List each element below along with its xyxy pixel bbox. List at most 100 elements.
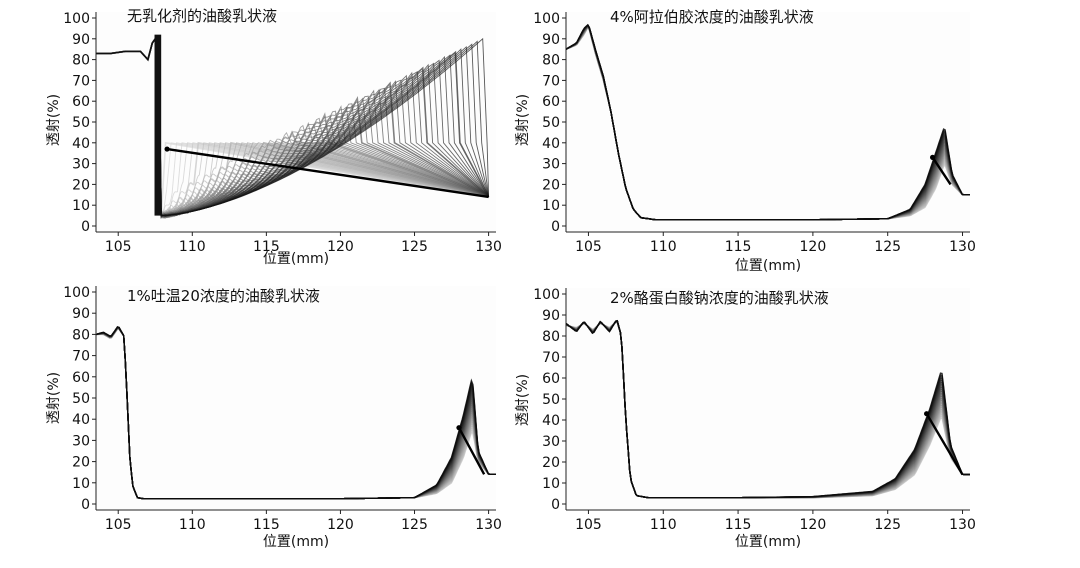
- y-tick-label: 10: [72, 476, 90, 492]
- y-axis-title: 透射(%): [515, 94, 531, 146]
- y-tick-label: 70: [72, 73, 90, 89]
- y-tick-label: 90: [542, 308, 560, 324]
- y-tick-label: 40: [72, 136, 90, 152]
- x-tick-label: 115: [725, 239, 752, 255]
- y-tick-label: 30: [542, 434, 560, 450]
- panel-sodium-caseinate: 0 10 20 30 40 50 60 70 80 90 100 105 110 115 120 125 130…: [515, 287, 976, 550]
- trend-arrow-start: [929, 154, 936, 160]
- trend-arrow-line: [166, 147, 489, 199]
- y-tick-label: 50: [72, 391, 90, 407]
- y-tick-label: 100: [63, 11, 90, 27]
- x-tick-label: 105: [575, 517, 602, 533]
- y-tick-label: 30: [542, 157, 560, 173]
- y-tick-label: 40: [542, 136, 560, 152]
- y-tick-label: 60: [72, 94, 90, 110]
- y-tick-label: 100: [63, 285, 90, 301]
- chart-marks: [95, 326, 496, 500]
- x-axis-title: 位置(mm): [735, 534, 801, 550]
- y-tick-label: 50: [72, 115, 90, 131]
- y-tick-label: 90: [542, 32, 560, 48]
- x-tick-label: 120: [800, 239, 827, 255]
- x-tick-label: 125: [874, 517, 901, 533]
- x-tick-label: 130: [949, 517, 976, 533]
- y-tick-label: 100: [533, 287, 560, 303]
- y-tick-label: 50: [542, 115, 560, 131]
- y-tick-label: 80: [542, 329, 560, 345]
- panel-no-emulsifier: 0 10 20 30 40 50 60 70 80 90 100 105 110 115 120 125 130…: [46, 7, 502, 267]
- y-tick-label: 0: [81, 497, 90, 513]
- axes: 0 10 20 30 40 50 60 70 80 90 100 105 110 115 120 125 130: [533, 11, 976, 255]
- scan-line: [95, 326, 496, 500]
- x-tick-label: 130: [949, 239, 976, 255]
- y-tick-label: 70: [542, 350, 560, 366]
- scan-line: [565, 23, 970, 221]
- y-tick-label: 70: [542, 73, 560, 89]
- x-tick-label: 115: [253, 517, 280, 533]
- x-tick-label: 115: [725, 517, 752, 533]
- y-tick-label: 20: [542, 455, 560, 471]
- y-tick-label: 10: [72, 198, 90, 214]
- sediment-edge: [154, 34, 162, 216]
- y-tick-label: 80: [72, 53, 90, 69]
- y-tick-label: 30: [72, 157, 90, 173]
- scan-line: [96, 37, 490, 217]
- x-tick-label: 115: [253, 239, 280, 255]
- y-tick-label: 10: [542, 198, 560, 214]
- y-tick-label: 70: [72, 349, 90, 365]
- y-tick-label: 20: [72, 177, 90, 193]
- x-axis-title: 位置(mm): [263, 251, 329, 267]
- panel-title: 1%吐温20浓度的油酸乳状液: [127, 287, 320, 305]
- chart-marks: [96, 34, 490, 220]
- panel-title: 无乳化剂的油酸乳状液: [127, 7, 277, 25]
- x-axis-title: 位置(mm): [735, 258, 801, 274]
- x-tick-label: 125: [401, 239, 428, 255]
- y-tick-label: 90: [72, 32, 90, 48]
- y-axis-title: 透射(%): [46, 372, 62, 424]
- plot-area: [96, 286, 496, 510]
- x-tick-label: 110: [650, 517, 677, 533]
- y-tick-label: 80: [542, 53, 560, 69]
- x-tick-label: 105: [105, 239, 132, 255]
- x-tick-label: 105: [105, 517, 132, 533]
- axes: 0 10 20 30 40 50 60 70 80 90 100 105 110 115 120 125 130: [63, 11, 502, 255]
- axes: 0 10 20 30 40 50 60 70 80 90 100 105 110 115 120 125 130: [533, 287, 976, 533]
- y-tick-label: 40: [542, 413, 560, 429]
- y-tick-label: 90: [72, 306, 90, 322]
- panel-tween20: 0 10 20 30 40 50 60 70 80 90 100 105 110 115 120 125 130…: [46, 285, 502, 550]
- y-tick-label: 20: [542, 177, 560, 193]
- scan-line: [96, 38, 489, 218]
- trend-arrow-line: [457, 427, 486, 475]
- x-tick-label: 125: [401, 517, 428, 533]
- trend-arrow-start: [164, 146, 170, 152]
- x-tick-label: 130: [475, 517, 502, 533]
- y-tick-label: 0: [81, 219, 90, 235]
- x-tick-label: 110: [179, 517, 206, 533]
- x-tick-label: 125: [874, 239, 901, 255]
- trend-arrow-start: [924, 411, 930, 417]
- scan-line: [565, 319, 970, 499]
- x-tick-label: 110: [179, 239, 206, 255]
- x-tick-label: 120: [327, 239, 354, 255]
- y-tick-label: 100: [533, 11, 560, 27]
- x-tick-label: 120: [327, 517, 354, 533]
- y-axis-title: 透射(%): [46, 94, 62, 146]
- x-tick-label: 130: [475, 239, 502, 255]
- y-tick-label: 30: [72, 433, 90, 449]
- trend-arrow-line: [925, 413, 964, 476]
- x-tick-label: 105: [575, 239, 602, 255]
- y-tick-label: 60: [542, 94, 560, 110]
- trend-arrow-line: [931, 156, 952, 186]
- y-tick-label: 50: [542, 392, 560, 408]
- x-tick-label: 120: [800, 517, 827, 533]
- x-tick-label: 110: [650, 239, 677, 255]
- y-tick-label: 60: [72, 370, 90, 386]
- axes: 0 10 20 30 40 50 60 70 80 90 100 105 110 115 120 125 130: [63, 285, 502, 533]
- y-tick-label: 0: [551, 497, 560, 513]
- y-tick-label: 60: [542, 371, 560, 387]
- x-axis-title: 位置(mm): [263, 534, 329, 550]
- y-tick-label: 40: [72, 412, 90, 428]
- y-tick-label: 80: [72, 327, 90, 343]
- y-tick-label: 0: [551, 219, 560, 235]
- plot-area: [566, 12, 970, 232]
